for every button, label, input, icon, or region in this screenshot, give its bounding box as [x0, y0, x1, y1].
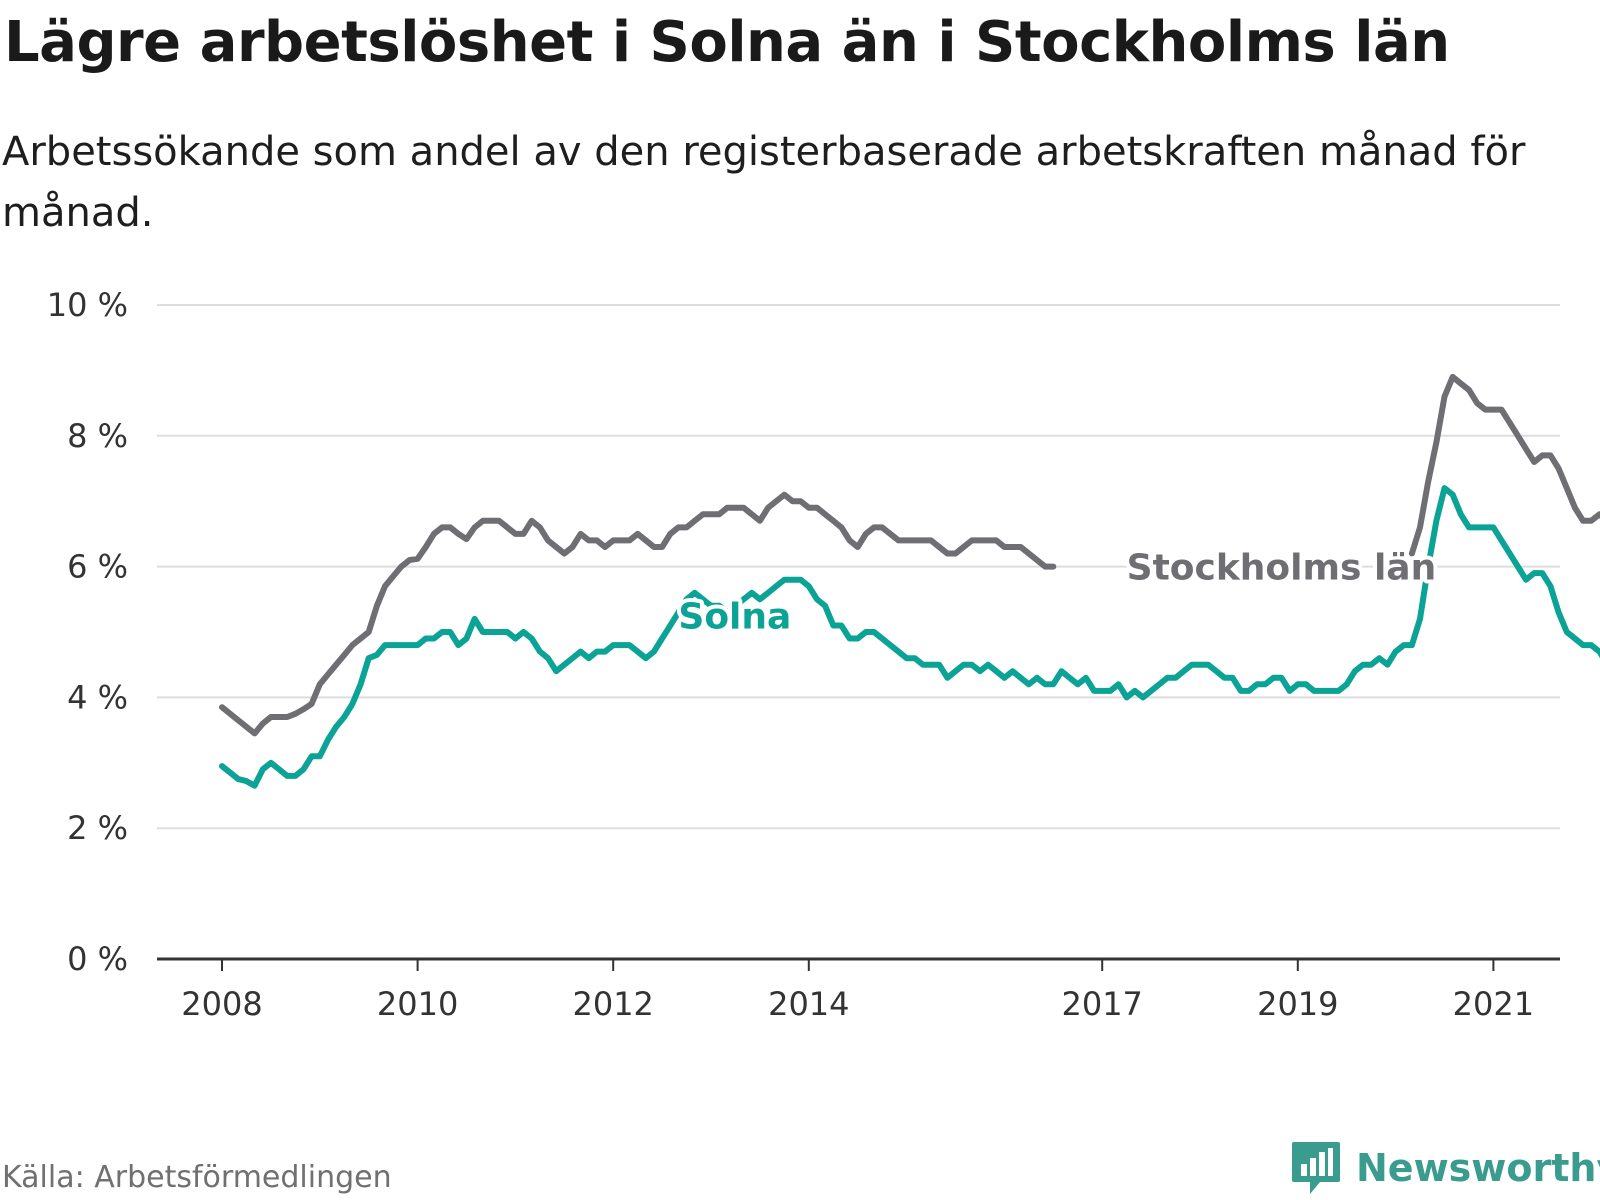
gridlines	[157, 304, 1560, 830]
series-lines	[219, 373, 1600, 789]
x-tick-label: 2008	[181, 985, 262, 1023]
x-tick-label: 2012	[572, 985, 653, 1023]
x-tick-label: 2017	[1061, 985, 1142, 1023]
brand-logo: Newsworthy	[1290, 1140, 1600, 1196]
line-chart: 0 % 2 % 4 % 6 % 8 % 10 % 2008 2010 2012 2014 2017…	[47, 286, 1600, 1023]
y-axis-labels: 0 % 2 % 4 % 6 % 8 % 10 %	[47, 286, 128, 978]
y-tick-label: 8 %	[67, 417, 128, 455]
series-line-stockholm	[219, 373, 1600, 737]
chart-title: Lägre arbetslöshet i Solna än i Stockhol…	[4, 10, 1450, 75]
label-solna: Solna	[678, 597, 791, 638]
y-tick-label: 2 %	[67, 809, 128, 847]
x-tick-label: 2010	[377, 985, 458, 1023]
x-axis: 20082010201220142017201920212023	[157, 957, 1560, 1023]
series-line-solna	[219, 485, 1600, 789]
chart-subtitle: Arbetssökande som andel av den registerb…	[2, 129, 1526, 236]
x-tick-label: 2021	[1453, 985, 1534, 1023]
brand-name: Newsworthy	[1356, 1146, 1600, 1190]
x-tick-label: 2019	[1257, 985, 1338, 1023]
newsworthy-logo-icon	[1292, 1142, 1340, 1194]
y-tick-label: 6 %	[67, 548, 128, 586]
source-note: Källa: Arbetsförmedlingen	[2, 1160, 392, 1195]
x-tick-label: 2014	[768, 985, 849, 1023]
y-tick-label: 4 %	[67, 678, 128, 716]
annotations: Stockholms länSolna6,2 %4,7 %	[674, 544, 1440, 642]
y-tick-label: 10 %	[47, 286, 128, 324]
label-stockholms-lan: Stockholms län	[1127, 548, 1437, 589]
y-tick-label: 0 %	[67, 940, 128, 978]
